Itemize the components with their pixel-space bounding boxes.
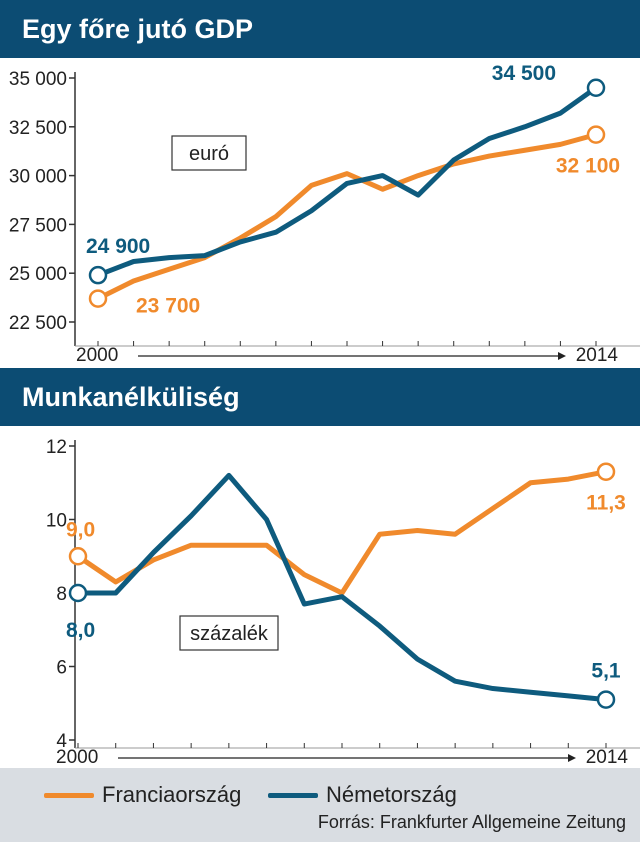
gdp-line-france <box>95 132 599 302</box>
unemp-start-label-germany: 8,0 <box>66 619 95 642</box>
unemp-y-tick-label: 4 <box>56 731 67 752</box>
legend-label-france: Franciaország <box>102 782 242 807</box>
legend-footer: Franciaország Németország Forrás: Frankf… <box>0 768 640 842</box>
gdp-end-marker-france <box>586 125 606 144</box>
unemp-unit-label: százalék <box>190 623 269 645</box>
gdp-y-tick-label: 22 500 <box>9 313 67 334</box>
gdp-arrow-head <box>558 352 566 360</box>
unemp-y-tick-label: 8 <box>56 584 67 605</box>
legend-item-france: Franciaország <box>44 782 241 808</box>
unemp-x-start-label: 2000 <box>56 747 98 768</box>
gdp-line-germany <box>95 85 599 278</box>
unemp-end-label-france: 11,3 <box>586 492 626 515</box>
unemp-start-marker-germany <box>68 583 88 603</box>
unemployment-chart: 4 6 8 10 12 2000 2014 százalék 9,0 11,3 8,0 5,1 <box>46 437 640 768</box>
unemp-y-tick-label: 6 <box>56 658 67 679</box>
source-note: Forrás: Frankfurter Allgemeine Zeitung <box>317 812 626 832</box>
unemployment-chart-title-band: Munkanélküliség <box>0 368 640 426</box>
gdp-chart-title-band: Egy főre jutó GDP <box>0 0 640 58</box>
unemp-x-end-label: 2014 <box>586 747 629 768</box>
legend-label-germany: Németország <box>326 782 457 807</box>
unemp-end-marker-france <box>596 462 616 481</box>
legend-item-germany: Németország <box>268 782 457 808</box>
gdp-x-end-label: 2014 <box>576 345 619 366</box>
gdp-unit-box <box>171 135 247 171</box>
unemp-start-label-france: 9,0 <box>66 518 95 541</box>
gdp-x-start-label: 2000 <box>76 345 118 366</box>
gdp-start-label-france: 23 700 <box>136 295 200 318</box>
gdp-y-tick-label: 32 500 <box>9 118 67 139</box>
legend-swatch-france <box>44 792 94 798</box>
gdp-y-tick-label: 30 000 <box>9 167 67 188</box>
unemp-arrow-head <box>568 754 576 762</box>
unemp-unit-box <box>179 615 279 651</box>
unemp-y-tick-label: 10 <box>46 511 67 532</box>
unemp-line-france <box>75 469 609 596</box>
legend-swatch-germany <box>268 792 318 798</box>
gdp-end-label-france: 32 100 <box>556 155 620 178</box>
gdp-end-marker-germany <box>586 78 606 98</box>
gdp-start-label-germany: 24 900 <box>86 235 150 258</box>
unemp-end-marker-germany <box>596 690 616 709</box>
gdp-y-tick-label: 35 000 <box>9 69 67 90</box>
gdp-chart: 22 500 25 000 27 500 30 000 32 500 35 000 2000… <box>9 62 640 366</box>
unemp-line-germany <box>75 472 609 703</box>
unemp-y-tick-label: 12 <box>46 437 67 458</box>
unemployment-chart-title: Munkanélküliség <box>22 381 240 412</box>
gdp-chart-title: Egy főre jutó GDP <box>22 13 254 44</box>
gdp-unit-label: euró <box>189 143 229 165</box>
gdp-start-marker-germany <box>88 265 108 285</box>
unemp-end-label-germany: 5,1 <box>591 660 621 683</box>
unemp-start-marker-france <box>68 547 88 566</box>
gdp-start-marker-france <box>88 289 108 308</box>
gdp-end-label-germany: 34 500 <box>492 62 556 85</box>
gdp-y-tick-label: 27 500 <box>9 215 67 236</box>
gdp-y-tick-label: 25 000 <box>9 264 67 285</box>
